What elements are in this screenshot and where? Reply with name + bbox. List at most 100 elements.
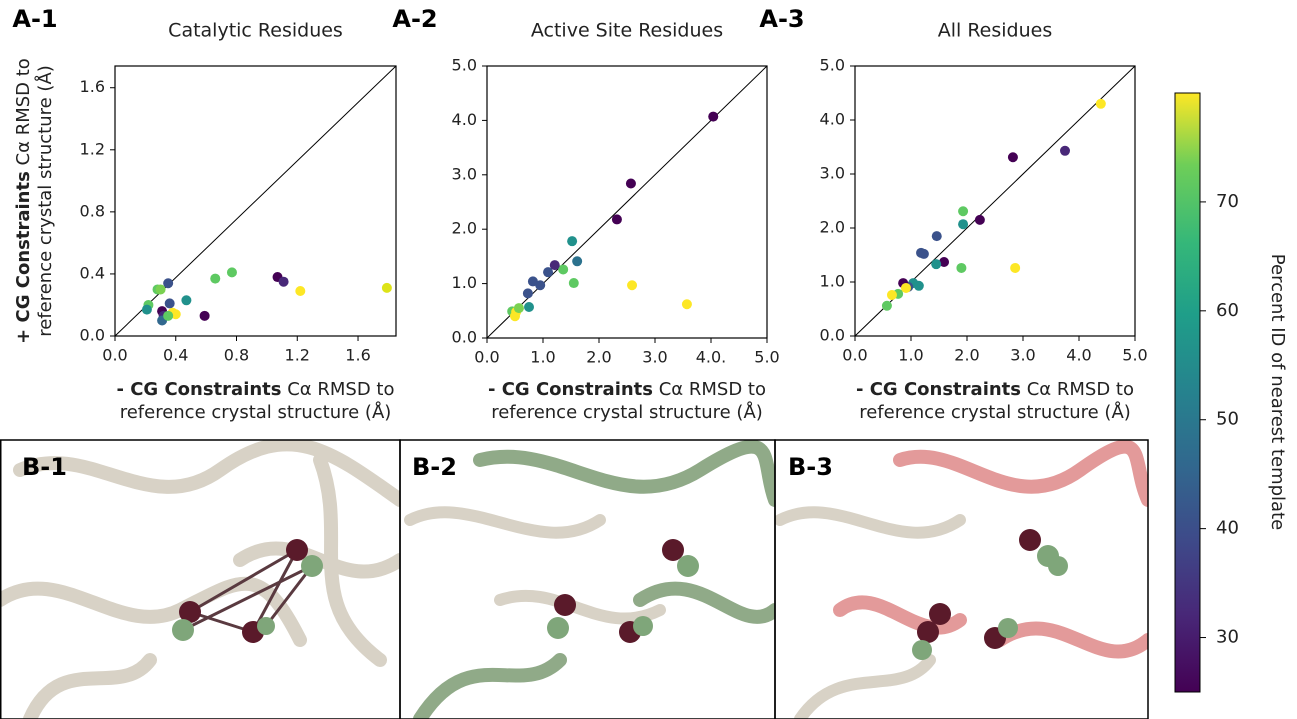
x-tick-label: 0.0: [102, 346, 127, 365]
x-axis-label: - CG Constraints Cα RMSD to: [488, 379, 766, 400]
structure-image: [400, 440, 775, 719]
x-axis-label: - CG Constraints Cα RMSD to: [116, 379, 394, 400]
panel-label: B-1: [22, 453, 67, 481]
x-axis-label-text: Cα RMSD to: [1027, 379, 1134, 400]
y-tick-label: 1.0: [452, 273, 477, 292]
y-tick-label: 3.0: [452, 164, 477, 183]
point: [611, 214, 622, 225]
y-tick-label: 2.0: [452, 219, 477, 238]
point: [524, 301, 534, 312]
y-tick-label: 5.0: [820, 56, 845, 75]
panel-label: A-2: [392, 5, 437, 33]
point: [381, 282, 392, 293]
point: [974, 214, 985, 225]
point: [226, 267, 237, 278]
point: [513, 303, 524, 314]
y-tick-label: 0.8: [80, 201, 105, 220]
colorbar-tick-label: 40: [1216, 518, 1239, 539]
point: [939, 257, 950, 268]
x-tick-label: 0.0: [474, 348, 499, 367]
point: [522, 288, 533, 299]
x-axis-label-text: Cα RMSD to: [287, 379, 394, 400]
y-tick-label: 4.0: [820, 110, 845, 129]
image-frames: [0, 439, 1149, 719]
point: [958, 206, 969, 217]
point: [558, 264, 569, 275]
structure-image: [0, 440, 400, 719]
x-axis-label-text: Cα RMSD to: [659, 379, 766, 400]
x-tick-label: 0.0: [842, 346, 867, 365]
point: [956, 262, 967, 273]
x-axis-label-bold: - CG Constraints: [116, 379, 281, 400]
point: [1060, 145, 1070, 156]
x-tick-label: 1.6: [345, 346, 370, 365]
y-axis-label-bold: + CG Constraints: [13, 171, 34, 344]
colorbar-label: Percent ID of nearest template: [1267, 254, 1288, 530]
panel-label: B-2: [412, 453, 457, 481]
x-axis-label-bold: - CG Constraints: [488, 379, 653, 400]
point: [210, 273, 221, 284]
point: [1010, 262, 1021, 273]
panel-label: A-3: [759, 5, 804, 33]
point: [549, 260, 560, 271]
point: [295, 286, 306, 296]
y-tick-label: 0.0: [80, 326, 105, 345]
x-axis-label: reference crystal structure (Å): [859, 401, 1131, 423]
x-tick-label: 5.0: [754, 348, 779, 367]
x-tick-label: 4.0.: [696, 348, 727, 367]
x-tick-label: 1.0: [898, 346, 923, 365]
point: [163, 310, 174, 321]
x-axis-label: reference crystal structure (Å): [491, 401, 763, 423]
point: [931, 231, 942, 242]
colorbar-tick-label: 30: [1216, 627, 1239, 648]
point: [627, 280, 638, 291]
point: [543, 267, 554, 278]
point: [572, 256, 583, 267]
point: [958, 219, 969, 230]
x-tick-label: 2.0: [586, 348, 611, 367]
plot-frame: [486, 65, 768, 339]
y-tick-label: 4.0: [452, 110, 477, 129]
colorbar: [1174, 92, 1201, 693]
y-tick-label: 1.0: [820, 272, 845, 291]
chart-title: Catalytic Residues: [168, 20, 343, 42]
x-axis-label: - CG Constraints Cα RMSD to: [856, 379, 1134, 400]
y-tick-label: 2.0: [820, 218, 845, 237]
point: [900, 282, 911, 293]
point: [567, 236, 578, 247]
plot-frame: [854, 65, 1136, 337]
point: [527, 276, 538, 287]
point: [278, 276, 289, 287]
point: [155, 284, 166, 295]
y-tick-label: 0.4: [80, 263, 105, 282]
y-tick-label: 1.6: [80, 77, 105, 96]
y-tick-label: 0.0: [820, 326, 845, 345]
panel-label: B-3: [788, 453, 833, 481]
diagonal: [114, 65, 397, 337]
x-tick-label: 2.0: [954, 346, 979, 365]
y-axis-label-text: Cα RMSD to: [13, 58, 34, 165]
x-tick-label: 5.0: [1122, 346, 1147, 365]
point: [886, 289, 897, 300]
point: [199, 310, 210, 321]
x-tick-label: 1.0: [530, 348, 555, 367]
x-axis-label: reference crystal structure (Å): [120, 401, 392, 423]
point: [141, 304, 152, 315]
x-tick-label: 3.0: [1010, 346, 1035, 365]
diagonal: [486, 65, 768, 339]
colorbar-tick-label: 70: [1216, 191, 1239, 212]
x-tick-label: 0.4: [163, 346, 188, 365]
y-tick-label: 1.2: [80, 139, 105, 158]
colorbar-tick-label: 50: [1216, 409, 1239, 430]
point: [181, 295, 192, 306]
structure-image: [775, 440, 1148, 719]
y-tick-label: 5.0: [452, 56, 477, 75]
point: [625, 178, 636, 189]
point: [918, 248, 929, 259]
chart-title: Active Site Residues: [531, 20, 723, 42]
y-tick-label: 0.0: [452, 328, 477, 347]
point: [163, 278, 174, 289]
x-tick-label: 0.8: [224, 346, 249, 365]
